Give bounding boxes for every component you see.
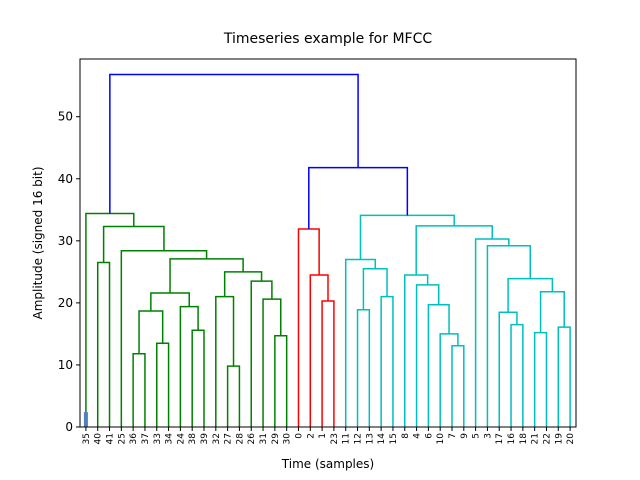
x-tick-label: 34: [165, 433, 175, 445]
x-tick-label: 20: [566, 433, 576, 445]
x-tick-label: 33: [153, 433, 163, 444]
x-tick-label: 10: [436, 433, 446, 445]
link: [404, 274, 429, 427]
x-tick-label: 6: [424, 433, 434, 439]
link: [356, 308, 371, 427]
x-tick-label: 12: [354, 433, 364, 444]
x-tick-label: 19: [554, 433, 564, 445]
link: [507, 277, 554, 313]
x-tick-label: 41: [106, 433, 116, 444]
link: [427, 303, 450, 427]
link: [250, 280, 273, 427]
link: [109, 73, 359, 214]
x-tick-label: 30: [283, 433, 293, 445]
x-tick-label: 21: [531, 433, 541, 444]
link: [362, 268, 388, 310]
x-tick-label: 38: [188, 433, 198, 445]
link: [344, 258, 376, 427]
link: [215, 295, 235, 427]
x-tick-label: 8: [401, 433, 411, 439]
chart-title: Timeseries example for MFCC: [223, 31, 432, 47]
x-tick-label: 22: [542, 433, 552, 444]
link: [179, 305, 199, 427]
x-tick-label: 16: [507, 433, 517, 445]
x-tick-label: 31: [259, 433, 269, 444]
x-axis-label: Time (samples): [281, 457, 374, 471]
x-tick-label: 27: [224, 433, 234, 444]
x-tick-label: 17: [495, 433, 505, 444]
y-tick-label: 30: [58, 234, 73, 248]
x-tick-label: 3: [483, 433, 493, 439]
y-tick-label: 50: [58, 110, 73, 124]
link: [321, 300, 335, 427]
x-tick-label: 28: [235, 433, 245, 445]
link: [439, 333, 459, 427]
link: [510, 323, 524, 427]
x-tick-label: 24: [176, 433, 186, 445]
x-tick-label: 35: [82, 433, 92, 444]
x-tick-label: 7: [448, 433, 458, 439]
link: [150, 292, 190, 311]
link: [533, 331, 548, 427]
link: [474, 238, 510, 427]
x-tick-label: 36: [129, 433, 139, 445]
x-tick-label: 13: [365, 433, 375, 444]
link: [156, 342, 170, 427]
x-tick-label: 4: [413, 433, 423, 439]
link: [359, 214, 455, 260]
link: [132, 353, 146, 427]
link: [274, 335, 288, 427]
x-tick-label: 1: [318, 433, 328, 439]
link: [169, 258, 244, 293]
link: [486, 245, 531, 427]
link: [451, 344, 465, 427]
y-tick-label: 10: [58, 358, 73, 372]
y-tick-label: 20: [58, 296, 73, 310]
link: [380, 295, 394, 427]
plot-frame: [79, 58, 577, 428]
x-tick-label: 18: [519, 433, 529, 445]
x-tick-label: 5: [472, 433, 482, 439]
link: [415, 284, 440, 427]
link: [85, 212, 135, 427]
link: [223, 271, 263, 297]
link: [308, 166, 409, 230]
x-tick-label: 15: [389, 433, 399, 444]
bar: [83, 412, 88, 427]
x-tick-label: 11: [342, 433, 352, 444]
link: [120, 250, 208, 427]
x-tick-label: 32: [212, 433, 222, 444]
x-tick-label: 2: [306, 433, 316, 439]
link: [415, 225, 493, 275]
link: [96, 261, 111, 427]
link: [191, 329, 205, 427]
x-tick-label: 39: [200, 433, 210, 445]
x-tick-label: 23: [330, 433, 340, 444]
y-tick-label: 40: [58, 172, 73, 186]
link: [498, 311, 518, 427]
x-tick-label: 14: [377, 433, 387, 445]
y-tick-label: 0: [65, 420, 73, 434]
y-axis-label: Amplitude (signed 16 bit): [31, 166, 45, 319]
x-tick-label: 37: [141, 433, 151, 444]
x-tick-label: 0: [294, 433, 304, 439]
link: [557, 326, 571, 427]
x-tick-label: 26: [247, 433, 257, 445]
link: [262, 298, 282, 427]
x-tick-label: 29: [271, 433, 281, 445]
x-tick-label: 40: [94, 433, 104, 445]
x-tick-label: 25: [117, 433, 127, 444]
x-tick-label: 9: [460, 433, 470, 439]
link: [226, 365, 241, 427]
link: [138, 310, 164, 354]
link: [102, 225, 165, 263]
link: [297, 228, 320, 427]
link: [309, 274, 329, 427]
